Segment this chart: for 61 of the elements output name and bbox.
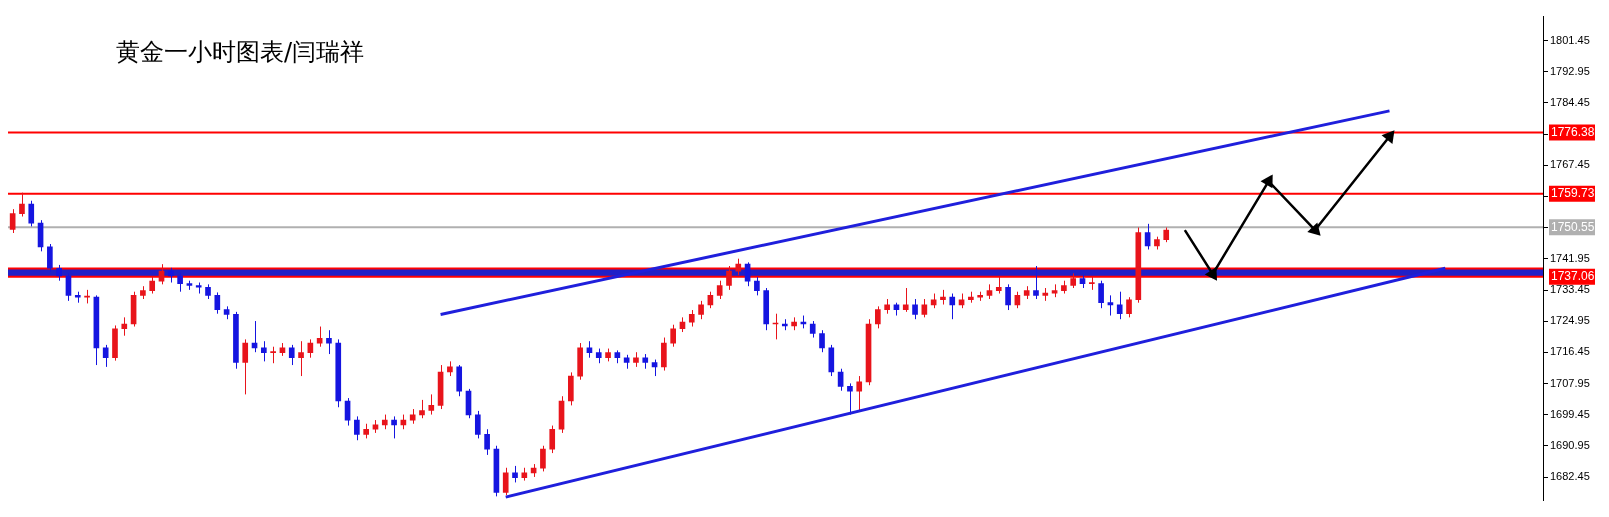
candlestick bbox=[298, 340, 304, 377]
candlestick bbox=[698, 300, 704, 320]
candlestick bbox=[102, 344, 109, 368]
candlestick bbox=[484, 428, 490, 456]
candlestick bbox=[670, 324, 676, 348]
point bbox=[1307, 222, 1321, 236]
candlestick bbox=[819, 329, 825, 353]
candlestick bbox=[902, 287, 909, 313]
point bbox=[1204, 267, 1218, 281]
candlestick bbox=[716, 280, 723, 300]
candlestick bbox=[1107, 294, 1114, 317]
candlestick bbox=[875, 305, 881, 329]
y-tick-label: 1784.45 bbox=[1550, 96, 1590, 109]
text: 黄金一小时图表/闫瑞祥 bbox=[116, 37, 365, 68]
candlestick bbox=[19, 192, 25, 217]
candlestick bbox=[214, 291, 221, 315]
ref-line-label: 1737.06 bbox=[1551, 269, 1595, 284]
candlestick bbox=[261, 340, 267, 362]
y-tick-label: 1733.45 bbox=[1550, 283, 1590, 296]
point bbox=[1260, 174, 1273, 189]
candlestick bbox=[28, 200, 35, 227]
candlestick bbox=[288, 344, 295, 366]
ref-line-label: 1759.73 bbox=[1551, 185, 1595, 200]
candlestick bbox=[326, 329, 332, 355]
candlestick bbox=[428, 393, 435, 416]
y-tick-label: 1792.95 bbox=[1550, 64, 1590, 77]
candlestick bbox=[1116, 291, 1123, 320]
candlestick bbox=[1005, 283, 1011, 311]
candlestick bbox=[1144, 223, 1151, 251]
candlestick bbox=[856, 375, 863, 412]
y-tick-label: 1801.45 bbox=[1550, 33, 1590, 46]
candlestick bbox=[474, 410, 481, 439]
candlestick bbox=[47, 243, 53, 273]
ref-line-label: 1750.55 bbox=[1551, 219, 1595, 234]
candlestick bbox=[9, 208, 16, 234]
candlestick bbox=[912, 298, 918, 320]
candlestick bbox=[121, 316, 128, 337]
ref-line-label: 1776.38 bbox=[1551, 124, 1595, 139]
y-tick-label: 1707.95 bbox=[1550, 376, 1590, 389]
y-tick-label: 1724.95 bbox=[1550, 314, 1590, 327]
y-tick-label: 1682.45 bbox=[1550, 470, 1590, 483]
y-tick-label: 1690.95 bbox=[1550, 438, 1590, 451]
candlestick bbox=[354, 415, 360, 441]
candlestick bbox=[177, 272, 183, 293]
y-tick-label: 1716.45 bbox=[1550, 345, 1590, 358]
candlestick bbox=[726, 265, 732, 291]
candlestick bbox=[1033, 265, 1039, 300]
candlestick bbox=[540, 445, 546, 472]
candlestick bbox=[242, 338, 249, 395]
y-tick-label: 1767.45 bbox=[1550, 158, 1590, 171]
candlestick bbox=[1126, 296, 1132, 318]
candlestick bbox=[419, 399, 425, 419]
point bbox=[1381, 130, 1395, 144]
candlestick bbox=[391, 415, 397, 439]
y-tick-label: 1741.95 bbox=[1550, 251, 1590, 264]
y-tick-label: 1699.45 bbox=[1550, 407, 1590, 420]
candlestick bbox=[1098, 280, 1104, 309]
candlestick bbox=[949, 293, 956, 320]
candlestick bbox=[549, 425, 556, 454]
candlestick bbox=[754, 276, 760, 296]
candlestick bbox=[502, 467, 509, 496]
